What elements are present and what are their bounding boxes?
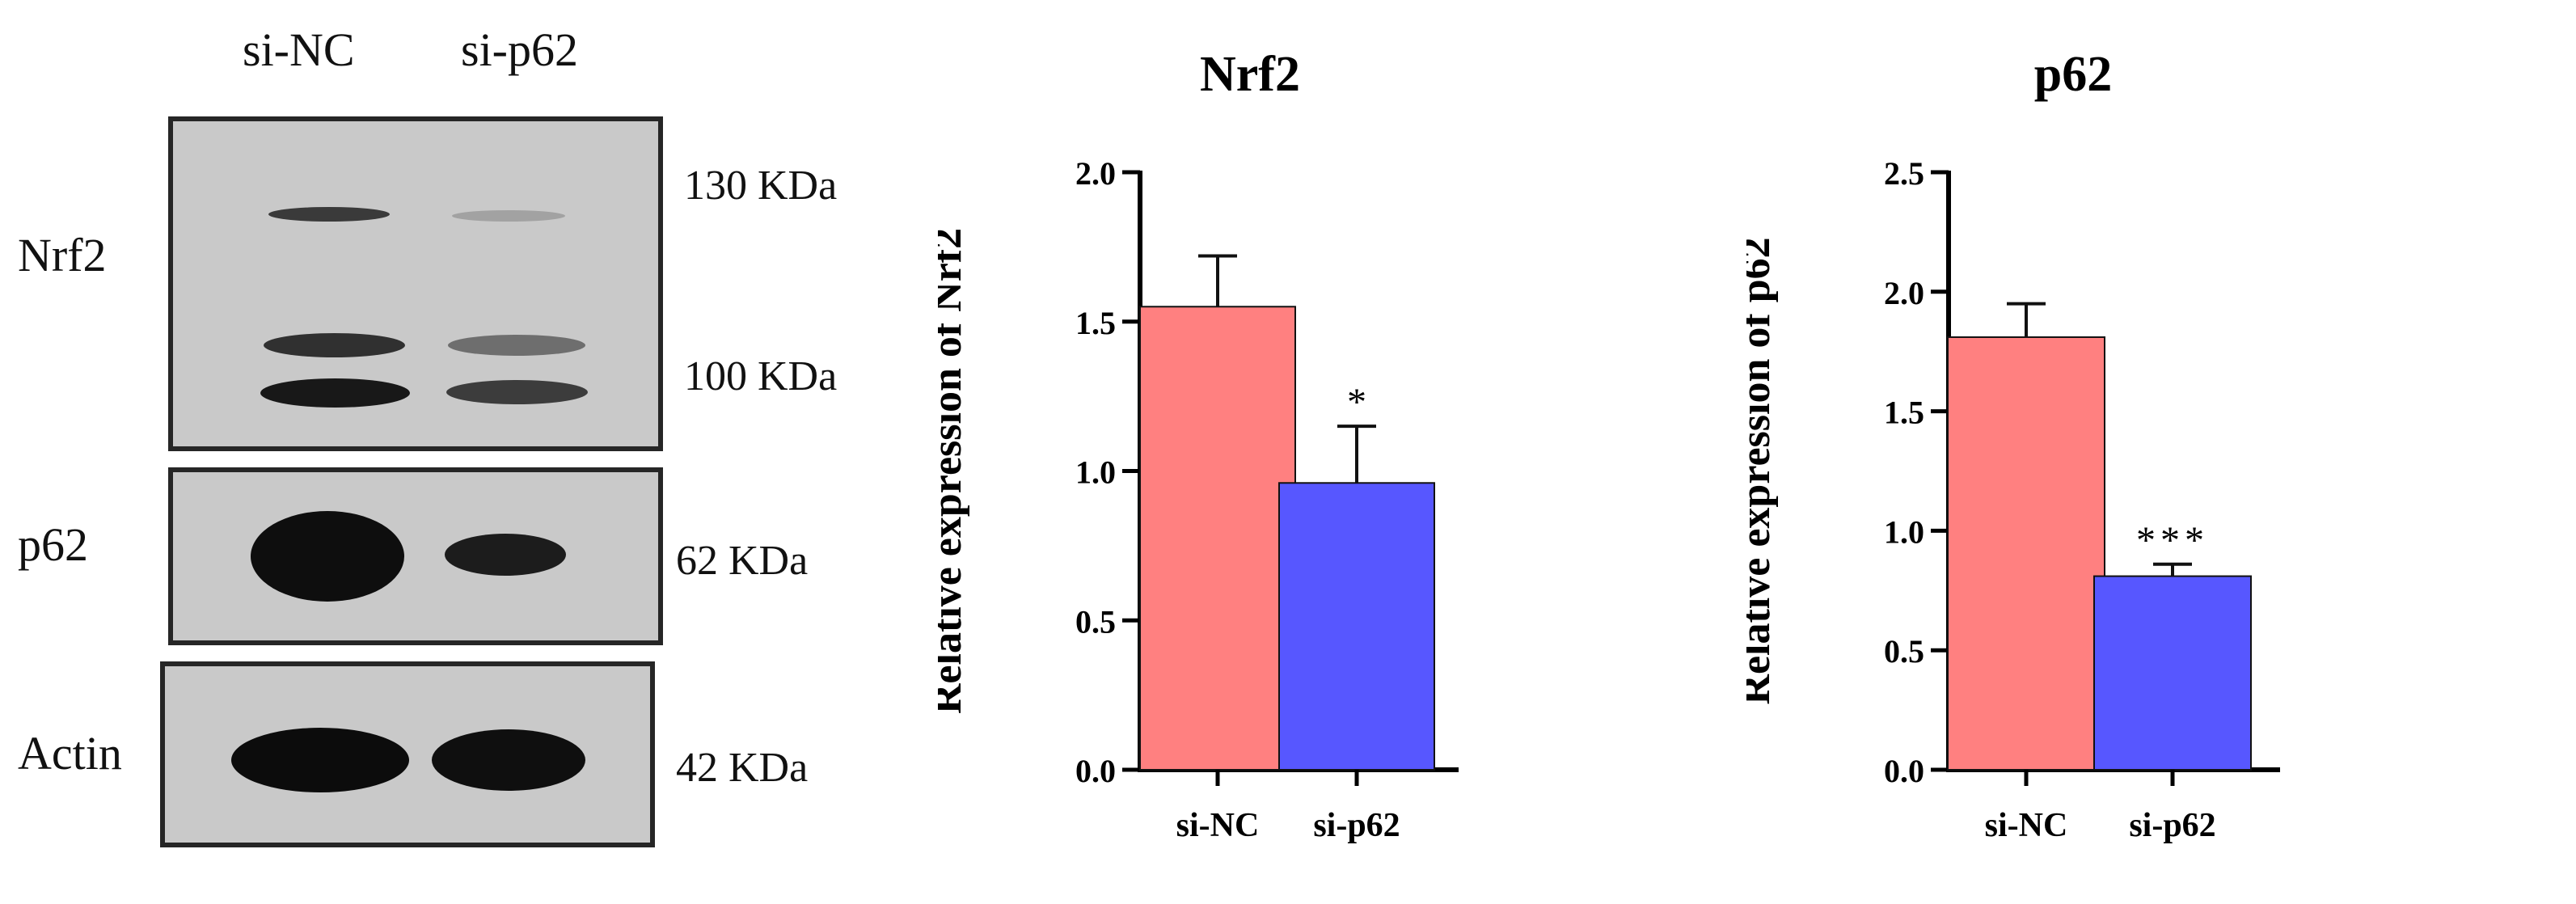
nrf2-title: Nrf2 [1200,47,1300,102]
blot-actin [160,661,655,847]
p62-y-tick-label-0: 0.0 [1884,753,1924,789]
nrf2-y-tick-label-0: 0.0 [1075,753,1116,789]
band-nrf2-100b-si-nc [260,378,410,408]
nrf2-bar-si-nc [1139,306,1296,771]
nrf2-significance-1: * [1347,381,1366,424]
lane-label-si-p62: si-p62 [461,23,578,76]
band-p62-si-nc [251,511,404,602]
band-actin-si-nc [231,728,409,792]
blot-p62 [168,467,663,645]
nrf2-y-axis-label: Relative expression of Nrf2 [938,228,970,714]
nrf2-y-tick-label-2: 1.0 [1075,454,1116,491]
nrf2-y-tick-label-4: 2.0 [1075,155,1116,192]
lane-label-si-nc: si-NC [243,23,355,76]
p62-y-tick-label-5: 2.5 [1884,155,1924,192]
band-nrf2-130-si-nc [268,207,390,222]
p62-y-tick-label-2: 1.0 [1884,513,1924,550]
chart-nrf2: Nrf2 Relative expression of Nrf2 0.0 0.5 1.0… [938,47,1459,844]
nrf2-bar-si-p62 [1278,482,1435,771]
band-nrf2-100b-si-p62 [446,380,588,404]
p62-y-tick-label-1: 0.5 [1884,633,1924,670]
nrf2-x-tick-label-0: si-NC [1176,807,1260,844]
p62-x-tick-label-0: si-NC [1985,807,2068,844]
p62-y-axis-label: Relative expression of p62 [1746,237,1779,704]
p62-y-tick-label-3: 1.5 [1884,395,1924,431]
marker-42-kda: 42 KDa [676,745,809,791]
band-p62-si-p62 [445,534,566,576]
p62-significance-1: *** [2136,519,2209,562]
band-nrf2-130-si-p62 [452,210,565,222]
row-label-p62: p62 [18,518,88,571]
p62-bar-si-p62 [2093,575,2252,771]
band-actin-si-p62 [432,729,585,791]
marker-100-kda: 100 KDa [684,353,838,399]
nrf2-y-tick-label-1: 0.5 [1075,603,1116,640]
p62-title: p62 [2034,47,2112,102]
p62-y-tick-label-4: 2.0 [1884,275,1924,311]
marker-62-kda: 62 KDa [676,538,809,584]
blot-nrf2 [168,116,663,451]
nrf2-y-tick-label-3: 1.5 [1075,305,1116,341]
chart-p62: p62 Relative expression of p62 0.0 0.5 1.0 1.… [1746,47,2280,844]
p62-x-tick-label-1: si-p62 [2129,807,2215,844]
row-label-nrf2: Nrf2 [18,229,107,281]
band-nrf2-100a-si-nc [264,333,405,357]
row-label-actin: Actin [18,727,122,779]
marker-130-kda: 130 KDa [684,163,838,209]
nrf2-x-tick-label-1: si-p62 [1313,807,1400,844]
p62-bar-si-nc [1947,336,2105,771]
band-nrf2-100a-si-p62 [448,335,585,356]
